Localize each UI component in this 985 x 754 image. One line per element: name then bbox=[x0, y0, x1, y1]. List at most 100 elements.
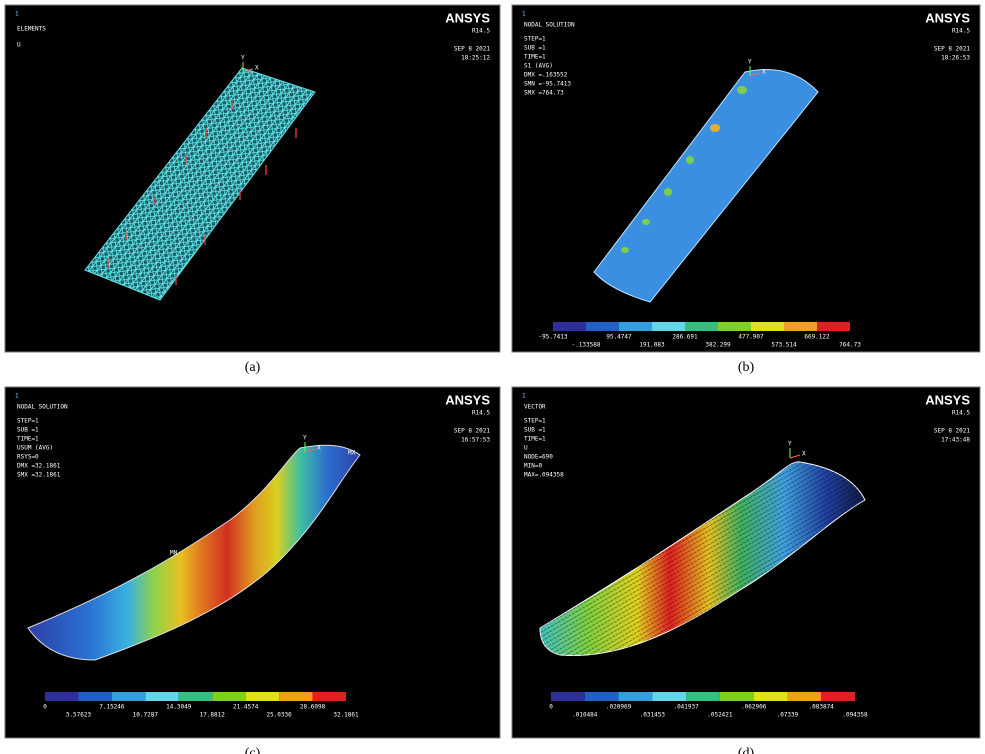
time: 17:43:48 bbox=[941, 437, 970, 444]
info-line: TIME=1 bbox=[17, 436, 39, 443]
version: R14.5 bbox=[952, 28, 970, 35]
version: R14.5 bbox=[952, 410, 970, 417]
info-line: DMX =.163552 bbox=[524, 72, 568, 79]
info-line: VECTOR bbox=[524, 404, 546, 411]
date: SEP 8 2021 bbox=[934, 428, 971, 435]
colorbar-label: .041937 bbox=[673, 704, 699, 711]
triad-label: X bbox=[255, 65, 259, 72]
brand: ANSYS bbox=[445, 10, 490, 25]
colorbar-label: 764.73 bbox=[839, 342, 861, 349]
colorbar-label: 21.4574 bbox=[233, 704, 259, 711]
version: R14.5 bbox=[472, 28, 490, 35]
info-line: SMN =-95.7413 bbox=[524, 81, 571, 88]
caption: (d) bbox=[738, 746, 755, 754]
triad-label: Y bbox=[303, 435, 307, 442]
triad-label: X bbox=[317, 445, 321, 452]
colorbar-label: .031453 bbox=[640, 712, 666, 719]
colorbar-label: 3.57623 bbox=[66, 712, 92, 719]
colorbar-segment bbox=[279, 692, 312, 701]
extreme-marker: MN bbox=[170, 550, 178, 557]
date: SEP 8 2021 bbox=[454, 428, 491, 435]
colorbar-segment bbox=[45, 692, 78, 701]
brand: ANSYS bbox=[925, 10, 970, 25]
colorbar-label: 382.299 bbox=[705, 342, 731, 349]
info-line: NODAL SOLUTION bbox=[17, 404, 68, 411]
colorbar-segment bbox=[586, 322, 619, 331]
colorbar-label: 14.3049 bbox=[166, 704, 192, 711]
colorbar-segment bbox=[112, 692, 145, 701]
colorbar-label: .083874 bbox=[809, 704, 835, 711]
colorbar-segment bbox=[619, 692, 653, 701]
window-number: 1 bbox=[522, 393, 526, 400]
figure: (a) 1 ELEMENTS U ANSYS R14.5 SEP 8 2021 18:25:1… bbox=[0, 0, 985, 754]
extreme-marker: MX bbox=[348, 450, 356, 457]
info-line: U bbox=[524, 445, 528, 452]
colorbar-label: 17.8812 bbox=[200, 712, 226, 719]
colorbar-label: 25.0336 bbox=[266, 712, 292, 719]
colorbar-segment bbox=[78, 692, 111, 701]
colorbar-segment bbox=[718, 322, 751, 331]
info-line: SMX =764.73 bbox=[524, 90, 564, 97]
triad-label: X bbox=[762, 69, 766, 76]
colorbar-segment bbox=[585, 692, 619, 701]
info-line: RSYS=0 bbox=[17, 454, 39, 461]
colorbar-segment bbox=[784, 322, 817, 331]
info-line: STEP=1 bbox=[524, 36, 546, 43]
info-line: MAX=.094358 bbox=[524, 472, 564, 479]
date: SEP 8 2021 bbox=[454, 46, 491, 53]
colorbar-label: 477.907 bbox=[738, 334, 764, 341]
colorbar-label: -95.7413 bbox=[539, 334, 568, 341]
caption: (b) bbox=[738, 360, 755, 375]
info-line: SUB =1 bbox=[524, 427, 546, 434]
time: 18:25:12 bbox=[461, 55, 490, 62]
colorbar-label: 28.6098 bbox=[300, 704, 326, 711]
colorbar-segment bbox=[179, 692, 212, 701]
info-line: TIME=1 bbox=[524, 54, 546, 61]
colorbar-label: .010484 bbox=[572, 712, 598, 719]
brand: ANSYS bbox=[445, 392, 490, 407]
colorbar-segment bbox=[821, 692, 855, 701]
colorbar-segment bbox=[685, 322, 718, 331]
colorbar-segment bbox=[212, 692, 245, 701]
info-line: SUB =1 bbox=[17, 427, 39, 434]
time: 16:57:53 bbox=[461, 437, 490, 444]
info-line: STEP=1 bbox=[17, 418, 39, 425]
info-line: MIN=0 bbox=[524, 463, 542, 470]
colorbar-label: 10.7287 bbox=[133, 712, 159, 719]
colorbar-label: 0 bbox=[43, 704, 47, 711]
info-line: DMX =32.1861 bbox=[17, 463, 61, 470]
info-line: U bbox=[17, 42, 21, 49]
colorbar-segment bbox=[686, 692, 720, 701]
colorbar-segment bbox=[754, 692, 788, 701]
colorbar-label: 191.083 bbox=[639, 342, 665, 349]
info-line: ELEMENTS bbox=[17, 26, 46, 33]
info-line: SMX =32.1861 bbox=[17, 472, 61, 479]
window-number: 1 bbox=[522, 11, 526, 18]
colorbar-label: 573.514 bbox=[771, 342, 797, 349]
colorbar-segment bbox=[817, 322, 850, 331]
colorbar-segment bbox=[246, 692, 279, 701]
info-line: NODAL SOLUTION bbox=[524, 22, 575, 29]
colorbar-segment bbox=[553, 322, 586, 331]
info-line: S1 (AVG) bbox=[524, 63, 553, 70]
colorbar-label: .07339 bbox=[777, 712, 799, 719]
colorbar-label: 0 bbox=[549, 704, 553, 711]
colorbar-segment bbox=[652, 692, 686, 701]
colorbar-segment bbox=[619, 322, 652, 331]
triad-label: X bbox=[802, 451, 806, 458]
triad-label: Y bbox=[788, 441, 792, 448]
info-line: NODE=690 bbox=[524, 454, 553, 461]
colorbar-label: 7.15246 bbox=[99, 704, 125, 711]
colorbar-label: 32.1861 bbox=[333, 712, 359, 719]
colorbar-label: .094358 bbox=[842, 712, 868, 719]
colorbar-label: .020969 bbox=[606, 704, 632, 711]
window-number: 1 bbox=[15, 11, 19, 18]
colorbar-label: 669.122 bbox=[804, 334, 830, 341]
date: SEP 8 2021 bbox=[934, 46, 971, 53]
caption: (a) bbox=[245, 360, 261, 375]
colorbar-label: -.133588 bbox=[572, 342, 601, 349]
page: (a) 1 ELEMENTS U ANSYS R14.5 SEP 8 2021 18:25:1… bbox=[0, 0, 985, 754]
colorbar-segment bbox=[145, 692, 178, 701]
triad-label: Y bbox=[748, 59, 752, 66]
panel bbox=[5, 5, 500, 352]
